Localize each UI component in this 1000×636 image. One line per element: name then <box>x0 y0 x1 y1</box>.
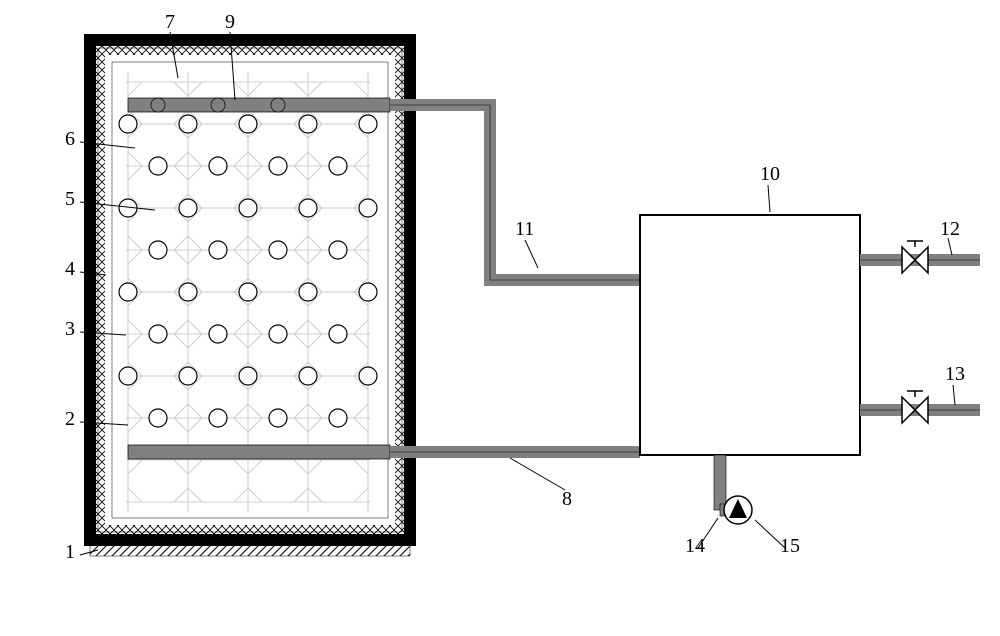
callout-line-13 <box>953 385 955 405</box>
grid-node <box>149 241 167 259</box>
grid-node <box>119 115 137 133</box>
callout-label-5: 5 <box>65 188 75 210</box>
grid-node <box>119 283 137 301</box>
grid-node <box>149 409 167 427</box>
callout-line-12 <box>948 238 952 255</box>
callout-label-15: 15 <box>780 535 800 557</box>
grid-node <box>269 409 287 427</box>
callout-label-14: 14 <box>685 535 705 557</box>
grid-node <box>179 367 197 385</box>
grid-node <box>299 367 317 385</box>
callout-line-10 <box>768 185 770 212</box>
callout-label-6: 6 <box>65 128 75 150</box>
grid-node <box>269 241 287 259</box>
grid-node <box>329 157 347 175</box>
callout-label-13: 13 <box>945 363 965 385</box>
grid-node <box>209 409 227 427</box>
grid-node <box>239 367 257 385</box>
callout-line-11 <box>525 240 538 268</box>
grid-node <box>359 115 377 133</box>
top-supply-pipe <box>390 105 640 280</box>
grid-node <box>149 157 167 175</box>
grid-node <box>299 283 317 301</box>
grid-node <box>329 325 347 343</box>
grid-node <box>209 157 227 175</box>
grid-node <box>359 283 377 301</box>
callout-label-2: 2 <box>65 408 75 430</box>
grid-node <box>179 199 197 217</box>
grid-node <box>179 115 197 133</box>
grid-node <box>299 115 317 133</box>
grid-node <box>329 409 347 427</box>
storage-tank <box>640 215 860 455</box>
callout-label-4: 4 <box>65 258 75 280</box>
callout-label-11: 11 <box>515 218 534 240</box>
callout-label-8: 8 <box>562 488 572 510</box>
manifold-port <box>211 98 225 112</box>
manifold-port <box>271 98 285 112</box>
callout-label-3: 3 <box>65 318 75 340</box>
callout-label-1: 1 <box>65 541 75 563</box>
valve-12 <box>902 247 928 273</box>
bottom-manifold <box>128 445 390 459</box>
callout-label-7: 7 <box>165 11 175 33</box>
grid-node <box>299 199 317 217</box>
valve-13 <box>902 397 928 423</box>
grid-node <box>329 241 347 259</box>
top-manifold <box>128 98 390 112</box>
callout-label-12: 12 <box>940 218 960 240</box>
grid-node <box>269 157 287 175</box>
grid-node <box>239 199 257 217</box>
grid-node <box>359 367 377 385</box>
callout-label-10: 10 <box>760 163 780 185</box>
schematic-diagram: 7 9 6 5 4 3 2 1 8 11 10 12 13 14 15 <box>10 10 1000 626</box>
grid-node <box>179 283 197 301</box>
grid-node <box>209 325 227 343</box>
grid-node <box>239 283 257 301</box>
grid-node <box>149 325 167 343</box>
grid-node <box>239 115 257 133</box>
callout-line-8 <box>510 458 565 490</box>
grid-node <box>209 241 227 259</box>
grid-node <box>119 367 137 385</box>
grid-node <box>359 199 377 217</box>
grid-node <box>269 325 287 343</box>
manifold-port <box>151 98 165 112</box>
callout-label-9: 9 <box>225 11 235 33</box>
